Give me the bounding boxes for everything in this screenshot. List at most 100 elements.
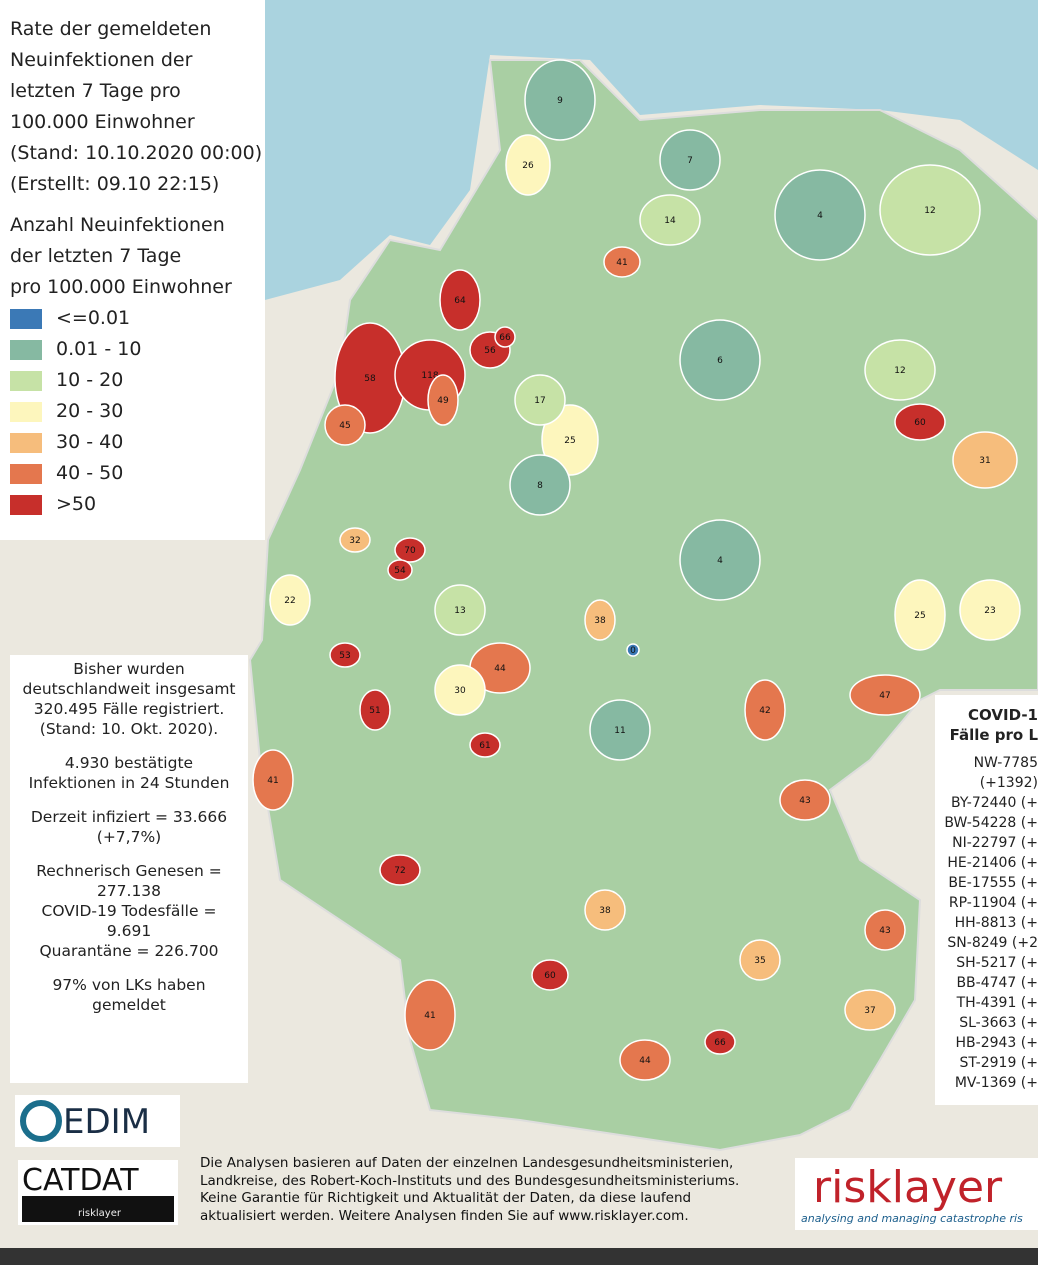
district-label: 43 xyxy=(799,796,810,806)
summary-line: Quarantäne = 226.700 xyxy=(39,942,219,960)
summary-line: deutschlandweit insgesamt xyxy=(22,680,236,698)
district-label: 0 xyxy=(630,646,636,656)
state-list: COVID-1 Fälle pro L NW-7785 (+1392) BY-72440… xyxy=(935,695,1038,1105)
district-label: 37 xyxy=(864,1006,875,1016)
district-label: 13 xyxy=(454,606,465,616)
district xyxy=(959,579,1021,641)
district-label: 45 xyxy=(339,421,350,431)
district xyxy=(584,599,616,641)
state-entry: NI-22797 (+ xyxy=(952,835,1038,851)
title-line: 100.000 Einwohner xyxy=(10,111,195,133)
risklayer-tagline: analysing and managing catastrophe ris xyxy=(801,1212,1023,1225)
district-label: 66 xyxy=(714,1038,726,1048)
state-entry: SN-8249 (+2 xyxy=(947,935,1038,951)
summary-box: Bisher wurden deutschlandweit insgesamt 32… xyxy=(10,655,248,1083)
state-entry: SH-5217 (+ xyxy=(956,955,1038,971)
district-label: 7 xyxy=(687,156,693,166)
bottom-bar xyxy=(0,1248,1038,1265)
district xyxy=(589,699,651,761)
district-label: 41 xyxy=(616,258,627,268)
state-entry: HB-2943 (+ xyxy=(955,1035,1038,1051)
district-label: 61 xyxy=(479,741,490,751)
district xyxy=(659,129,721,191)
footer-line: Landkreise, des Robert-Koch-Instituts un… xyxy=(200,1172,740,1189)
state-entry: NW-7785 xyxy=(973,755,1038,771)
district-label: 41 xyxy=(424,1011,435,1021)
summary-line: 9.691 xyxy=(106,922,152,940)
district-label: 51 xyxy=(369,706,380,716)
legend-item: 30 - 40 xyxy=(10,427,265,458)
district xyxy=(744,679,786,741)
district xyxy=(434,664,486,716)
district xyxy=(541,404,599,476)
district xyxy=(269,574,311,626)
district xyxy=(603,246,641,278)
legend-label: 40 - 50 xyxy=(56,462,124,484)
gap xyxy=(10,847,248,861)
district-label: 41 xyxy=(267,776,278,786)
district xyxy=(439,269,481,331)
district-label: 43 xyxy=(879,926,890,936)
summary-line: Rechnerisch Genesen = xyxy=(36,862,222,880)
district-label: 9 xyxy=(557,96,563,106)
district xyxy=(252,749,294,811)
district-label: 12 xyxy=(924,206,935,216)
district-label: 70 xyxy=(404,546,416,556)
legend-title: Anzahl Neuinfektionen der letzten 7 Tage p… xyxy=(10,210,265,303)
district xyxy=(404,979,456,1051)
district xyxy=(626,643,640,657)
district-label: 64 xyxy=(454,296,466,306)
state-entry: MV-1369 (+ xyxy=(954,1075,1038,1091)
legend-items: <=0.01 0.01 - 10 10 - 20 20 - 30 30 - 40 40 -… xyxy=(10,303,265,520)
edim-text: EDIM xyxy=(63,1102,150,1142)
district-label: 32 xyxy=(349,536,360,546)
district-label: 25 xyxy=(914,611,925,621)
legend-item: >50 xyxy=(10,489,265,520)
summary-line: 4.930 bestätigte xyxy=(64,754,194,772)
risklayer-logo: risklayer analysing and managing catastro… xyxy=(795,1158,1038,1230)
district-label: 35 xyxy=(754,956,765,966)
district xyxy=(952,431,1018,489)
legend-label: <=0.01 xyxy=(56,307,131,329)
summary-line: (Stand: 10. Okt. 2020). xyxy=(39,720,219,738)
district xyxy=(379,854,421,886)
district-label: 53 xyxy=(339,651,350,661)
district-label: 4 xyxy=(817,211,823,221)
district xyxy=(427,374,459,426)
district-label: 31 xyxy=(979,456,990,466)
district-label: 60 xyxy=(914,418,926,428)
state-list-title: Fälle pro L xyxy=(949,726,1038,744)
legend-swatch xyxy=(10,339,42,360)
state-entry: ST-2919 (+ xyxy=(959,1055,1038,1071)
district-label: 30 xyxy=(454,686,466,696)
legend-title-line: Anzahl Neuinfektionen xyxy=(10,214,225,236)
district xyxy=(849,674,921,716)
district xyxy=(531,959,569,991)
district-label: 6 xyxy=(717,356,723,366)
legend-label: 10 - 20 xyxy=(56,369,124,391)
footer-line: aktualisiert werden. Weitere Analysen fi… xyxy=(200,1207,689,1224)
district xyxy=(509,454,571,516)
district-label: 58 xyxy=(364,374,376,384)
summary-line: gemeldet xyxy=(92,996,166,1014)
state-entry: BW-54228 (+ xyxy=(944,815,1038,831)
district xyxy=(584,889,626,931)
district xyxy=(359,689,391,731)
district xyxy=(774,169,866,261)
state-entry: BB-4747 (+ xyxy=(956,975,1038,991)
district-label: 38 xyxy=(594,616,606,626)
district xyxy=(394,537,426,563)
district xyxy=(514,374,566,426)
summary-line: 97% von LKs haben xyxy=(52,976,206,994)
legend-swatch xyxy=(10,308,42,329)
edim-mark: EDIM xyxy=(20,1100,150,1142)
state-entry: SL-3663 (+ xyxy=(959,1015,1038,1031)
legend-item: 20 - 30 xyxy=(10,396,265,427)
legend-item: 0.01 - 10 xyxy=(10,334,265,365)
district xyxy=(844,989,896,1031)
district-label: 56 xyxy=(484,346,496,356)
legend-swatch xyxy=(10,401,42,422)
legend-label: 0.01 - 10 xyxy=(56,338,142,360)
risklayer-text: risklayer xyxy=(813,1162,1003,1213)
